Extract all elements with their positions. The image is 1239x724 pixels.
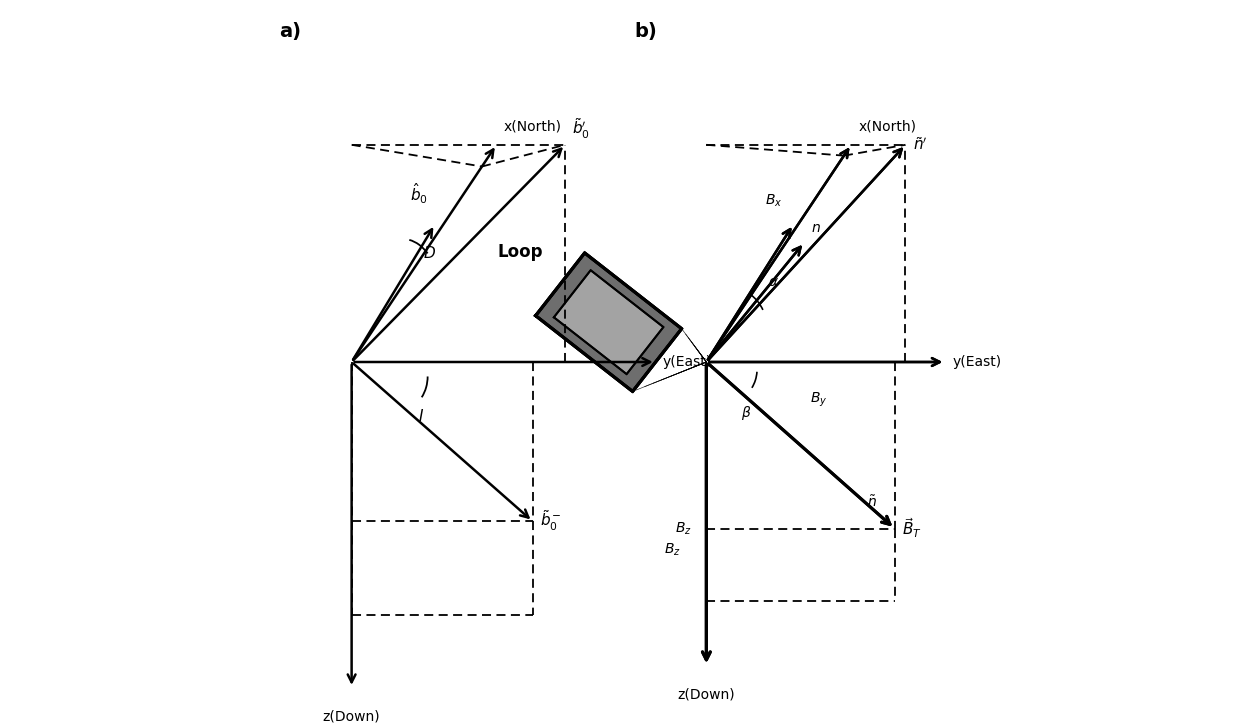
Text: $\tilde{n}$: $\tilde{n}$ (866, 494, 876, 510)
Text: I: I (418, 409, 422, 424)
Text: $\alpha$: $\alpha$ (768, 275, 779, 290)
Text: $B_z$: $B_z$ (675, 521, 691, 537)
Text: $n$: $n$ (812, 222, 821, 235)
Text: a): a) (279, 22, 301, 41)
Text: z(Down): z(Down) (678, 688, 735, 702)
Text: $B_x$: $B_x$ (764, 192, 782, 209)
Text: b): b) (634, 22, 657, 41)
Text: z(Down): z(Down) (323, 710, 380, 723)
Text: $\vec{B}_T$: $\vec{B}_T$ (902, 517, 922, 540)
Text: y(East): y(East) (663, 355, 712, 369)
Text: x(North): x(North) (859, 120, 917, 134)
Polygon shape (535, 253, 681, 392)
Text: $B_z$: $B_z$ (664, 542, 681, 558)
Text: Loop: Loop (498, 243, 544, 261)
Text: D: D (424, 246, 436, 261)
Text: x(North): x(North) (504, 120, 561, 134)
Text: $B_y$: $B_y$ (810, 391, 828, 409)
Text: $\tilde{b}_0^-$: $\tilde{b}_0^-$ (540, 509, 561, 534)
Text: $\tilde{b}_0'$: $\tilde{b}_0'$ (572, 117, 591, 141)
Text: $\tilde{n}'$: $\tilde{n}'$ (913, 136, 927, 153)
Polygon shape (554, 270, 663, 374)
Text: y(East): y(East) (953, 355, 1001, 369)
Text: $\beta$: $\beta$ (741, 404, 751, 421)
Text: $\hat{b}_0$: $\hat{b}_0$ (410, 182, 427, 206)
